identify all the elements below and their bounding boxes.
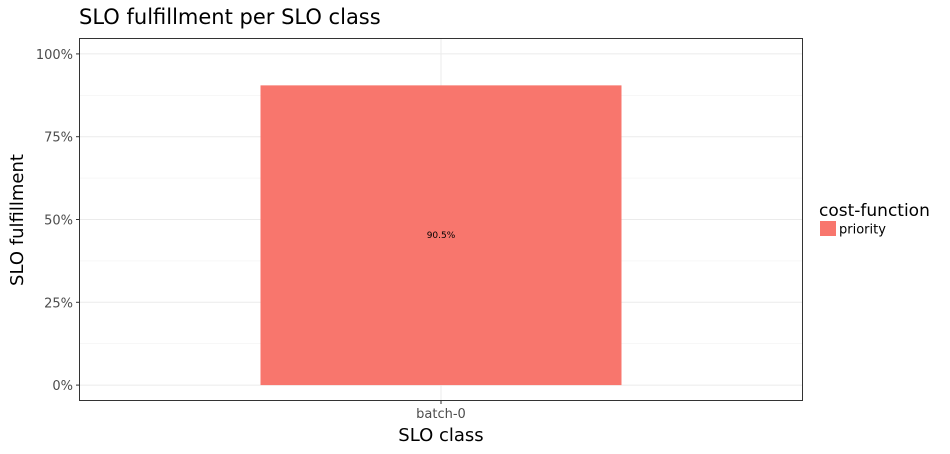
legend-label: priority xyxy=(839,223,886,238)
legend-items: priority xyxy=(820,221,886,238)
legend: cost-function priority xyxy=(819,201,930,238)
y-tick-label: 75% xyxy=(44,131,73,146)
bar xyxy=(260,85,622,386)
y-tick-label: 50% xyxy=(44,214,73,229)
y-tick-label: 25% xyxy=(44,296,73,311)
bar-labels: 90.5% xyxy=(427,231,456,241)
y-axis-title: SLO fulfillment xyxy=(7,154,28,286)
y-axis: 0% 25% 50% 75% 100% xyxy=(36,48,80,394)
chart-title: SLO fulfillment per SLO class xyxy=(79,5,381,29)
bar-value-label: 90.5% xyxy=(427,231,456,241)
x-tick-label: batch-0 xyxy=(416,407,466,422)
legend-key xyxy=(820,221,836,236)
y-tick-label: 0% xyxy=(52,379,73,394)
bars xyxy=(260,85,622,386)
y-tick-label: 100% xyxy=(36,48,73,63)
x-axis: batch-0 xyxy=(416,400,466,422)
legend-title: cost-function xyxy=(819,201,930,221)
x-axis-title: SLO class xyxy=(398,425,483,446)
